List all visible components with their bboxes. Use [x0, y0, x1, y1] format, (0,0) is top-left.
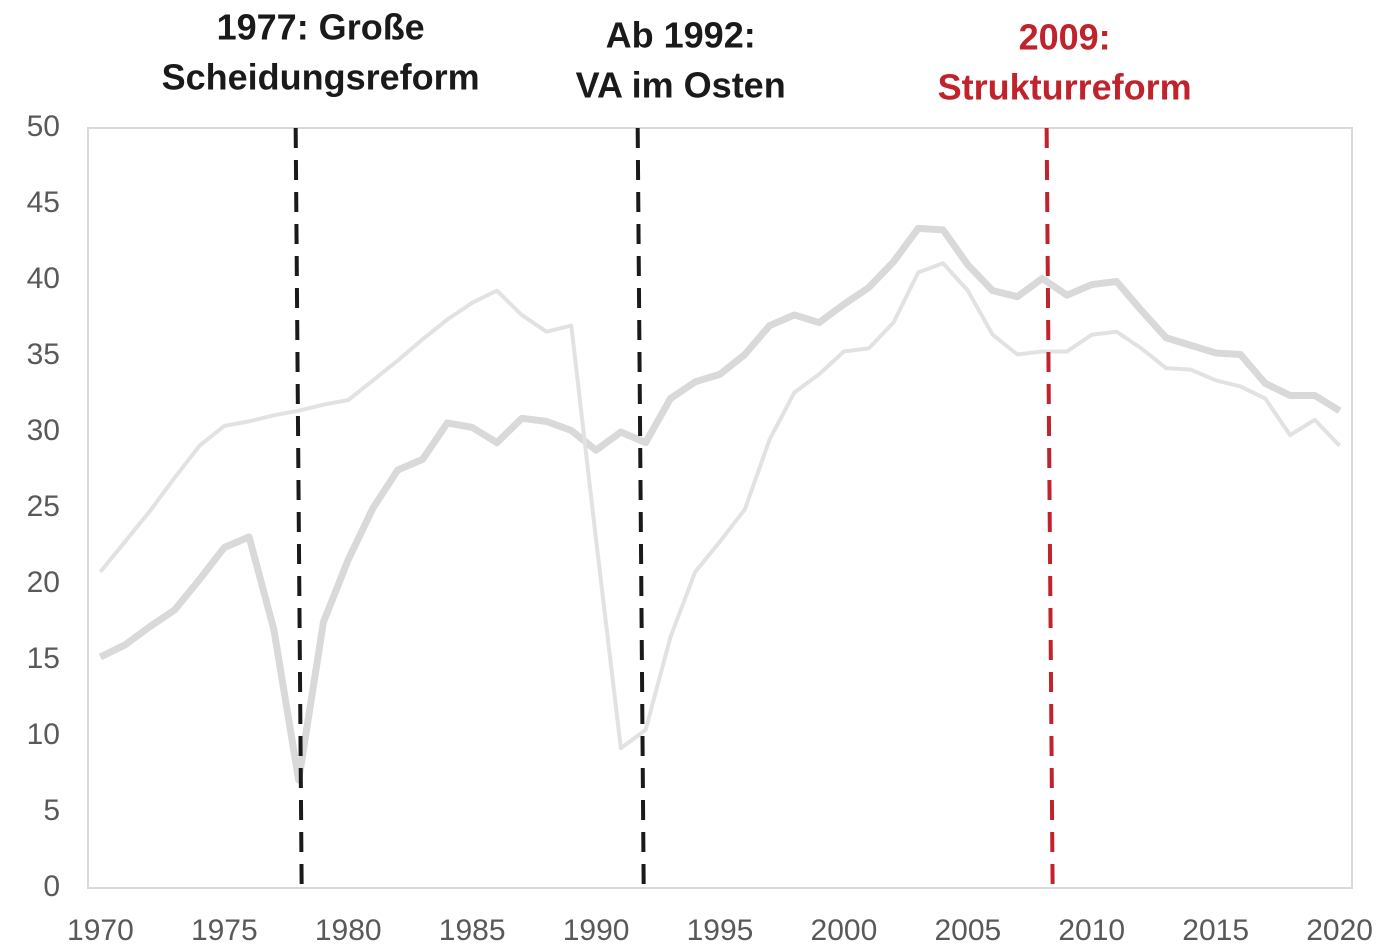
- annotation-label: VA im Osten: [576, 65, 786, 106]
- annotation-line: [1044, 127, 1055, 889]
- y-tick-label: 10: [27, 718, 60, 751]
- y-tick-label: 15: [27, 642, 60, 675]
- x-tick-label: 1975: [191, 914, 258, 947]
- y-tick-label: 30: [27, 414, 60, 447]
- y-tick-label: 45: [27, 186, 60, 219]
- x-tick-label: 2000: [811, 914, 878, 947]
- x-tick-label: 2005: [934, 914, 1001, 947]
- x-tick-label: 1995: [687, 914, 754, 947]
- x-tick-label: 2020: [1306, 914, 1373, 947]
- annotation-label: 2009:: [1019, 17, 1111, 58]
- annotation-label: Ab 1992:: [606, 15, 756, 56]
- y-tick-label: 35: [27, 338, 60, 371]
- x-tick-label: 2010: [1058, 914, 1125, 947]
- annotation-line: [635, 127, 646, 889]
- line-series: [98, 224, 1342, 784]
- x-tick-label: 1970: [67, 914, 134, 947]
- y-tick-label: 0: [43, 870, 60, 903]
- y-tick-label: 50: [27, 110, 60, 143]
- plot-frame: [87, 127, 1353, 889]
- annotation-label: 1977: Große: [217, 7, 425, 48]
- y-tick-label: 40: [27, 262, 60, 295]
- y-tick-label: 5: [43, 794, 60, 827]
- x-tick-label: 1990: [563, 914, 630, 947]
- annotation-label: Strukturreform: [938, 67, 1192, 108]
- line-series: [98, 261, 1342, 751]
- x-tick-label: 1985: [439, 914, 506, 947]
- annotation-label: Scheidungsreform: [162, 57, 480, 98]
- x-tick-label: 1980: [315, 914, 382, 947]
- x-tick-label: 2015: [1182, 914, 1249, 947]
- y-tick-label: 20: [27, 566, 60, 599]
- y-tick-label: 25: [27, 490, 60, 523]
